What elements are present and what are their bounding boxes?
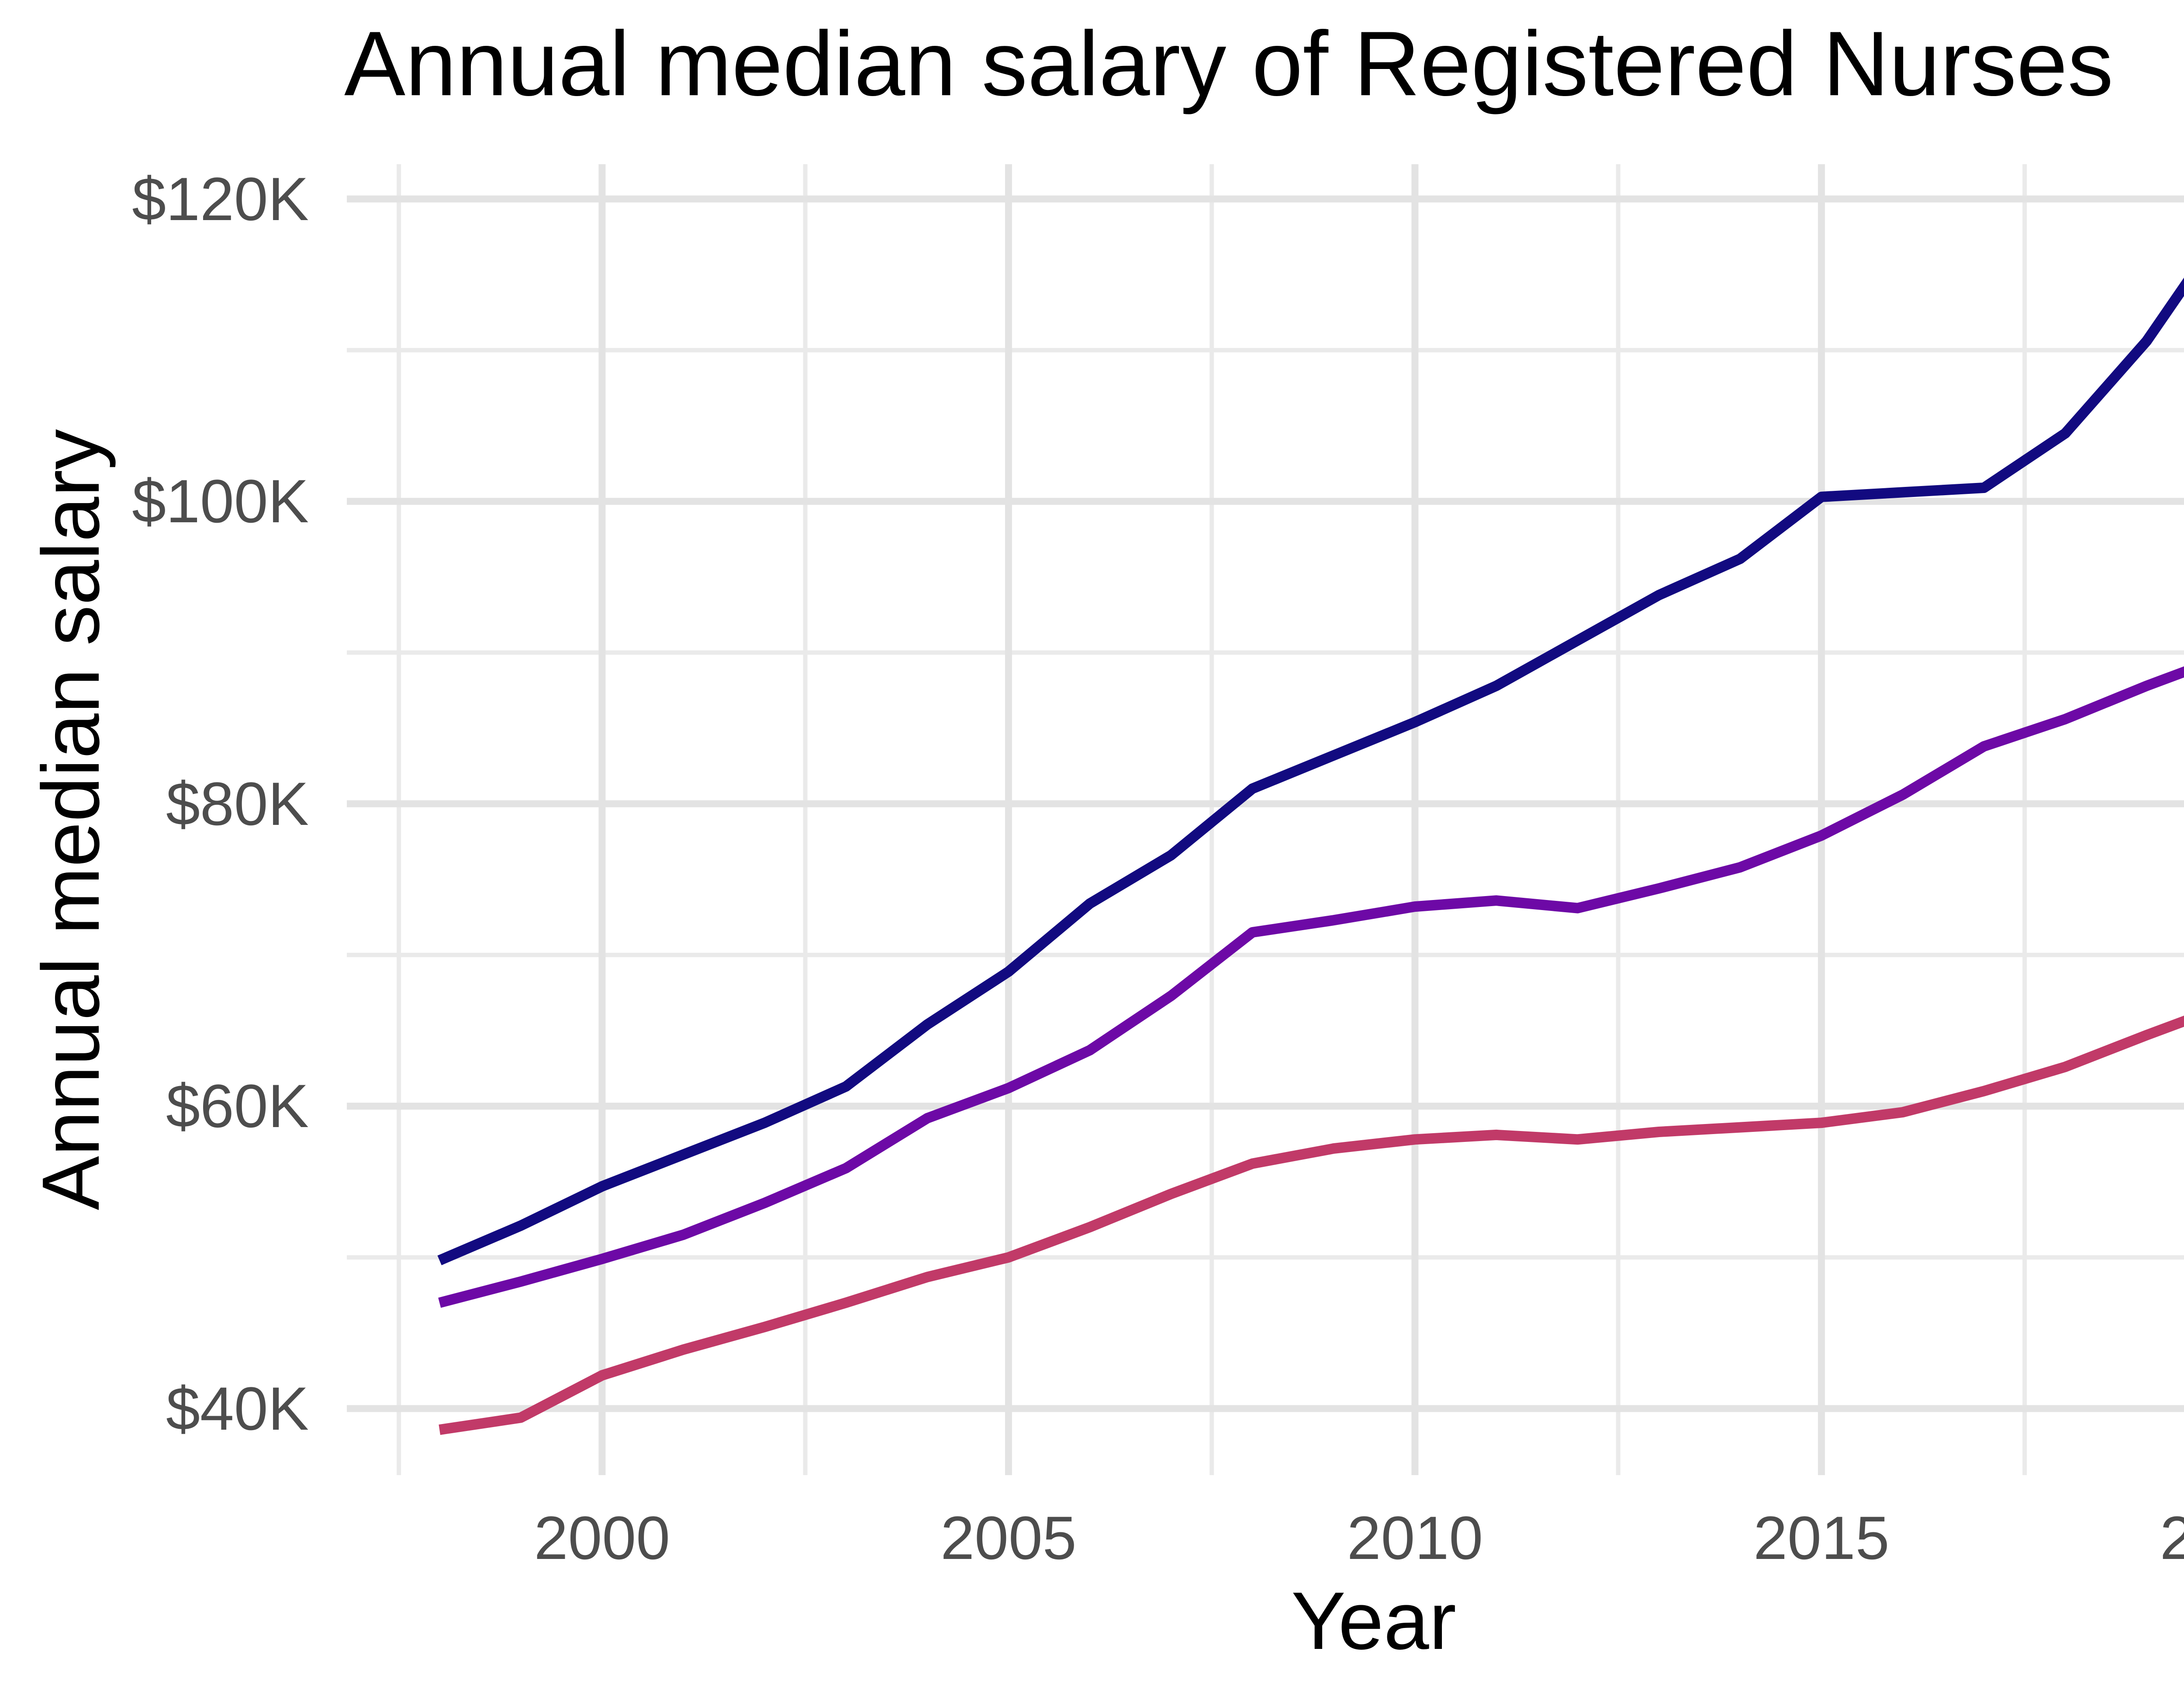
line-north-carolina xyxy=(439,1015,2184,1435)
y-tick-label: $80K xyxy=(166,769,309,838)
minor-gridlines xyxy=(347,164,2184,1475)
x-tick-label: 2015 xyxy=(1753,1503,1890,1572)
chart-title: Annual median salary of Registered Nurse… xyxy=(344,12,2114,115)
y-tick-label: $100K xyxy=(132,467,309,536)
y-tick-label: $40K xyxy=(166,1374,309,1443)
x-tick-label: 2005 xyxy=(940,1503,1077,1572)
x-tick-label: 2010 xyxy=(1347,1503,1483,1572)
line-california xyxy=(437,277,2184,1266)
x-axis-title: Year xyxy=(1291,1575,1456,1666)
y-tick-label: $120K xyxy=(132,164,309,233)
x-tick-label: 2020 xyxy=(2160,1503,2184,1572)
y-tick-label: $60K xyxy=(166,1072,309,1141)
x-tick-label: 2000 xyxy=(534,1503,670,1572)
series-lines xyxy=(437,277,2184,1435)
major-gridlines xyxy=(347,164,2184,1475)
line-new-york xyxy=(438,666,2184,1308)
